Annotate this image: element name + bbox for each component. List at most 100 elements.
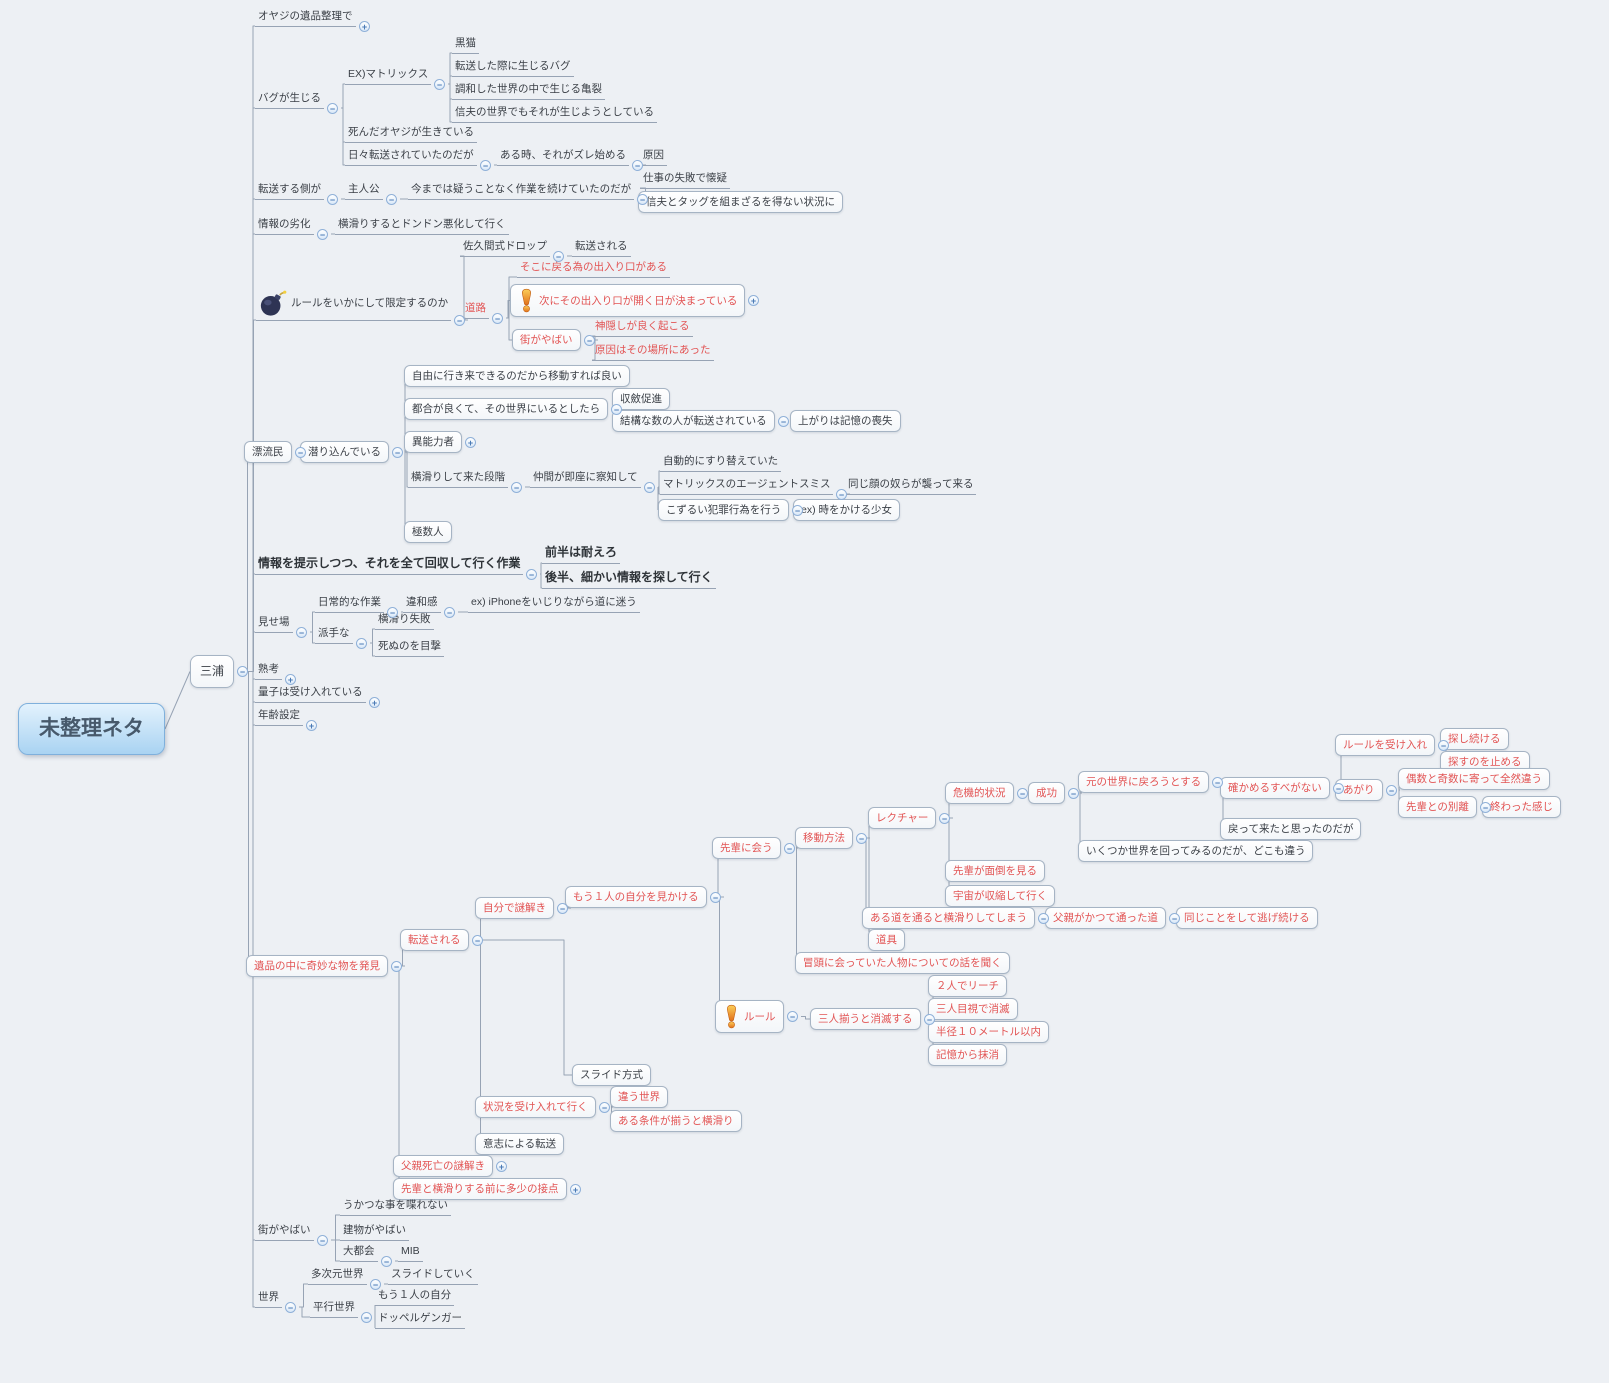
mindmap-node[interactable]: 都合が良くて、その世界にいるとしたら	[404, 398, 609, 420]
mindmap-node[interactable]: 上がりは記憶の喪失	[790, 410, 901, 432]
mindmap-node[interactable]: 状況を受け入れて行く	[475, 1096, 596, 1118]
mindmap-node[interactable]: 仕事の失敗で懐疑	[640, 170, 730, 189]
mindmap-node[interactable]: 記憶から抹消	[928, 1044, 1007, 1066]
mindmap-node[interactable]: 原因	[640, 147, 667, 166]
collapse-icon[interactable]: −	[295, 446, 306, 458]
mindmap-node[interactable]: 神隠しが良く起こる	[592, 318, 693, 337]
mindmap-node[interactable]: ドッペルゲンガー	[375, 1310, 465, 1329]
collapse-icon[interactable]: −	[792, 504, 803, 516]
mindmap-node[interactable]: ある時、それがズレ始める	[497, 147, 629, 166]
mindmap-node[interactable]: 仲間が即座に察知して	[530, 469, 641, 488]
collapse-icon[interactable]: −	[778, 415, 789, 427]
collapse-icon[interactable]: −	[356, 637, 367, 649]
collapse-icon[interactable]: −	[511, 481, 522, 493]
collapse-icon[interactable]: −	[856, 832, 867, 844]
mindmap-node[interactable]: 三人目視で消滅	[928, 998, 1018, 1020]
mindmap-node[interactable]: 意志による転送	[475, 1133, 565, 1155]
collapse-icon[interactable]: −	[1386, 784, 1397, 796]
collapse-icon[interactable]: −	[454, 314, 465, 326]
mindmap-node[interactable]: 宇宙が収縮して行く	[945, 885, 1056, 907]
collapse-icon[interactable]: −	[1017, 787, 1028, 799]
mindmap-node[interactable]: 死んだオヤジが生きている	[345, 124, 477, 143]
collapse-icon[interactable]: −	[392, 446, 403, 458]
mindmap-node[interactable]: マトリックスのエージェントスミス	[660, 476, 834, 495]
collapse-icon[interactable]: −	[296, 626, 307, 638]
collapse-icon[interactable]: −	[327, 102, 338, 114]
mindmap-node[interactable]: 量子は受け入れている	[255, 684, 366, 703]
mindmap-node[interactable]: 自由に行き来できるのだから移動すれば良い	[404, 365, 630, 387]
mindmap-node[interactable]: 信夫の世界でもそれが生じようとしている	[452, 104, 657, 123]
collapse-icon[interactable]: −	[710, 891, 721, 903]
collapse-icon[interactable]: −	[361, 1311, 372, 1323]
mindmap-node[interactable]: 日々転送されていたのだが	[345, 147, 477, 166]
expand-icon[interactable]: +	[369, 696, 380, 708]
expand-icon[interactable]: +	[748, 295, 759, 306]
mindmap-node[interactable]: 同じことをして逃げ続ける	[1176, 907, 1318, 929]
collapse-icon[interactable]: −	[1169, 912, 1180, 924]
mindmap-node[interactable]: ex) 時をかける少女	[793, 499, 901, 521]
mindmap-node[interactable]: 転送する側が	[255, 181, 324, 200]
mindmap-node[interactable]: 横滑り失敗	[375, 611, 434, 630]
collapse-icon[interactable]: −	[611, 403, 622, 415]
collapse-icon[interactable]: −	[1333, 782, 1344, 794]
mindmap-node[interactable]: 探すのを止める	[1440, 751, 1530, 773]
mindmap-node[interactable]: 先輩が面倒を見る	[945, 860, 1045, 882]
mindmap-node[interactable]: 今までは疑うことなく作業を続けていたのだが	[408, 181, 635, 200]
mindmap-node[interactable]: 前半は耐えろ	[542, 543, 621, 564]
mindmap-node[interactable]: 転送した際に生じるバグ	[452, 58, 574, 77]
mindmap-node[interactable]: 漂流民	[244, 441, 292, 463]
collapse-icon[interactable]: −	[391, 960, 402, 972]
collapse-icon[interactable]: −	[553, 250, 564, 262]
mindmap-node[interactable]: 先輩に会う	[712, 837, 781, 859]
mindmap-node[interactable]: ルールをいかにして限定するのか	[256, 288, 452, 321]
root-topic[interactable]: 未整理ネタ	[18, 703, 165, 755]
mindmap-node[interactable]: 先輩との別離	[1398, 796, 1477, 818]
mindmap-node[interactable]: レクチャー	[868, 807, 937, 829]
mindmap-node[interactable]: もう１人の自分を見かける	[565, 886, 707, 908]
collapse-icon[interactable]: −	[327, 193, 338, 205]
mindmap-node[interactable]: 同じ顔の奴らが襲って来る	[845, 476, 977, 495]
mindmap-node[interactable]: 道具	[868, 929, 905, 951]
mindmap-node[interactable]: 年齢設定	[255, 707, 303, 726]
collapse-icon[interactable]: −	[285, 1301, 296, 1313]
mindmap-node[interactable]: いくつか世界を回ってみるのだが、どこも違う	[1078, 840, 1314, 862]
collapse-icon[interactable]: −	[939, 812, 950, 824]
mindmap-node[interactable]: 転送される	[400, 929, 469, 951]
mindmap-node[interactable]: 成功	[1028, 782, 1065, 804]
mindmap-node[interactable]: 次にその出入り口が開く日が決まっている	[510, 284, 746, 317]
collapse-icon[interactable]: −	[637, 193, 648, 205]
expand-icon[interactable]: +	[306, 719, 317, 731]
mindmap-node[interactable]: 元の世界に戻ろうとする	[1078, 771, 1210, 793]
collapse-icon[interactable]: −	[924, 1013, 935, 1025]
mindmap-node[interactable]: 街がやばい	[255, 1222, 314, 1241]
mindmap-node[interactable]: スライド方式	[572, 1064, 651, 1086]
mindmap-node[interactable]: 大都会	[340, 1243, 378, 1262]
mindmap-node[interactable]: 黒猫	[452, 35, 479, 54]
collapse-icon[interactable]: −	[480, 159, 491, 171]
mindmap-node[interactable]: 平行世界	[310, 1299, 358, 1318]
mindmap-node[interactable]: 熟考	[255, 661, 282, 680]
mindmap-node[interactable]: 違和感	[403, 594, 441, 613]
mindmap-node[interactable]: 佐久間式ドロップ	[460, 238, 550, 257]
mindmap-node[interactable]: 確かめるすべがない	[1220, 777, 1330, 799]
collapse-icon[interactable]: −	[237, 666, 248, 677]
mindmap-node[interactable]: ある道を通ると横滑りしてしまう	[862, 907, 1036, 929]
collapse-icon[interactable]: −	[444, 606, 455, 618]
collapse-icon[interactable]: −	[492, 312, 503, 324]
mindmap-node[interactable]: 転送される	[572, 238, 631, 257]
mindmap-node[interactable]: ex) iPhoneをいじりながら道に迷う	[468, 594, 640, 613]
mindmap-node[interactable]: 多次元世界	[308, 1266, 367, 1285]
mindmap-node[interactable]: 主人公	[345, 181, 383, 200]
mindmap-node[interactable]: こずるい犯罪行為を行う	[658, 499, 790, 521]
collapse-icon[interactable]: −	[632, 159, 643, 171]
mindmap-node[interactable]: あがり	[1335, 779, 1383, 801]
mindmap-node[interactable]: 戻って来たと思ったのだが	[1220, 818, 1362, 840]
mindmap-node[interactable]: 父親死亡の謎解き	[393, 1155, 493, 1177]
mindmap-node[interactable]: 危機的状況	[945, 782, 1014, 804]
collapse-icon[interactable]: −	[787, 1011, 798, 1022]
mindmap-node[interactable]: 調和した世界の中で生じる亀裂	[452, 81, 605, 100]
mindmap-node[interactable]: 原因はその場所にあった	[592, 342, 714, 361]
mindmap-node[interactable]: ２人でリーチ	[928, 975, 1007, 997]
expand-icon[interactable]: +	[496, 1160, 507, 1172]
